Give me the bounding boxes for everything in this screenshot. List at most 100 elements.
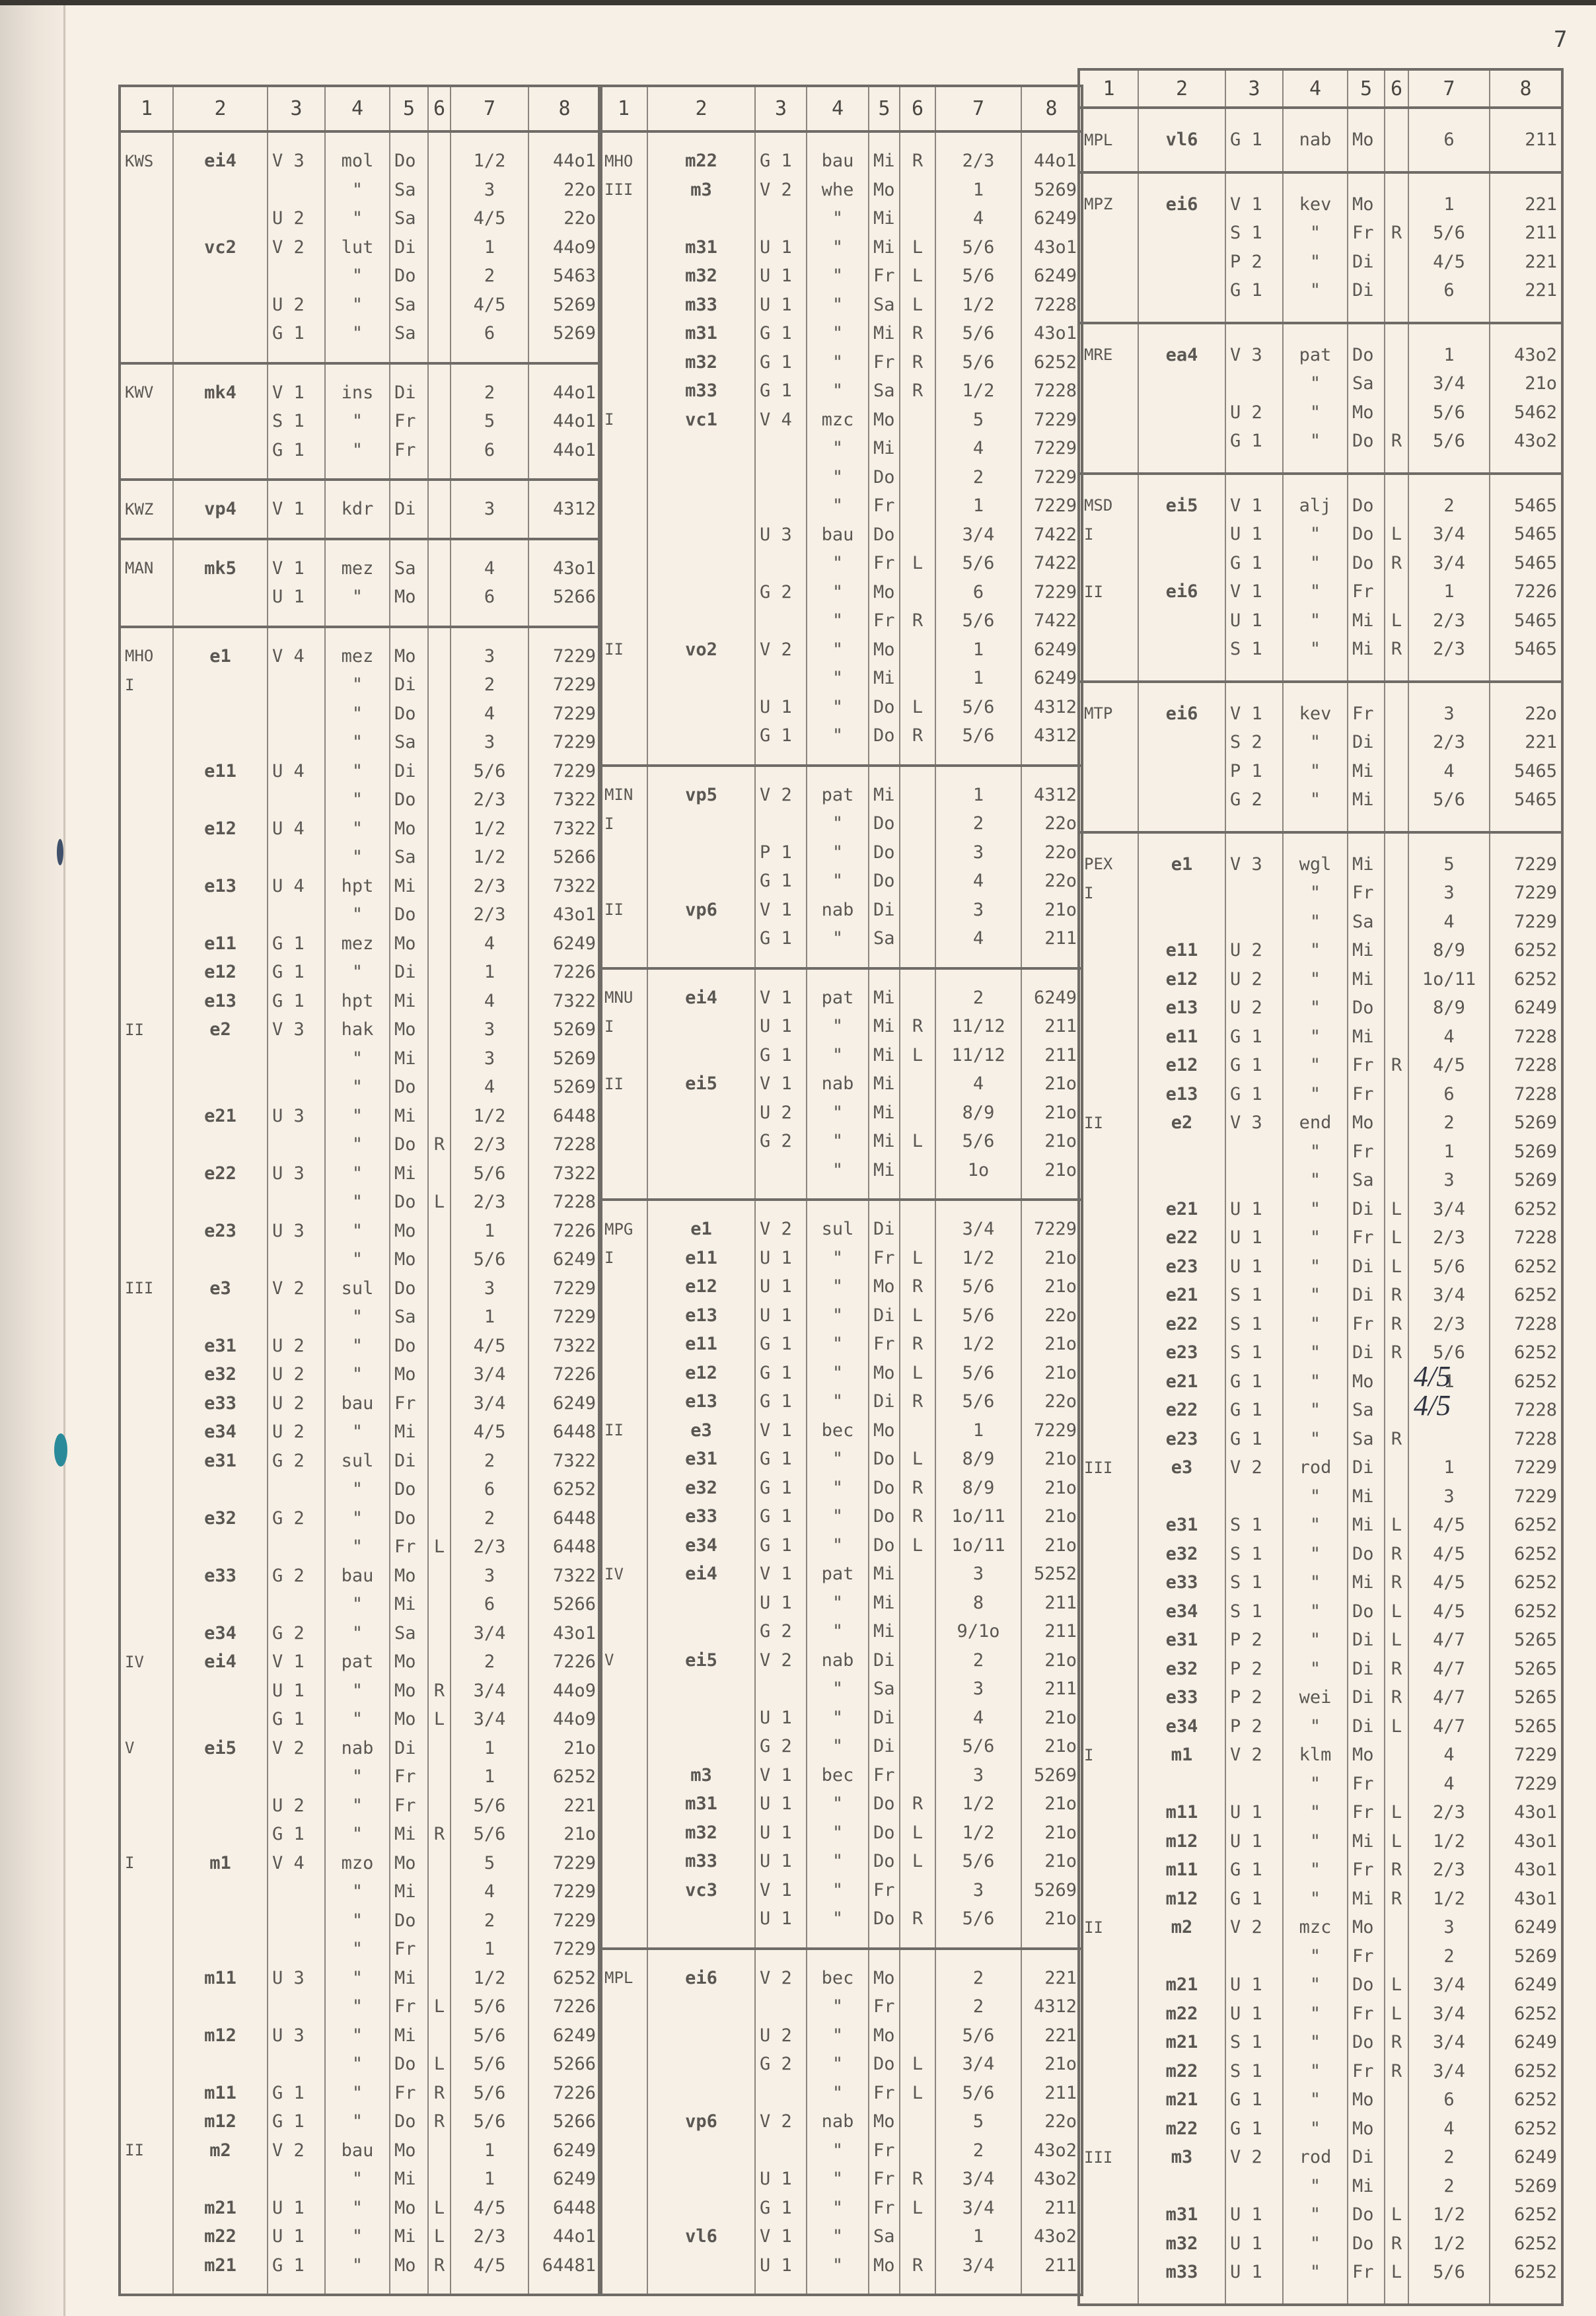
- table-section: MIN vp5 V 2 pat Mi 1 4312 I " Do 2 22o P 1 " Do 3 22o G 1…: [600, 764, 1081, 967]
- cell-col-3: G 1: [268, 1820, 326, 1849]
- cell-col-8: 5269: [552, 1019, 596, 1040]
- cell-col-3: U 1: [268, 2222, 326, 2251]
- cell-col-6: L: [429, 1992, 451, 2021]
- table-row: e13 G 1 hpt Mi 4 7322: [121, 986, 600, 1015]
- cell-col-4: ": [1284, 1769, 1348, 1798]
- cell-col-6: R: [1385, 1683, 1409, 1712]
- cell-col-3: P 2: [1226, 247, 1284, 276]
- cell-col-2: m32: [648, 347, 756, 377]
- table-row: MPG e1 V 2 sul Di 3/4 7229: [600, 1215, 1081, 1244]
- cell-col-2: e12: [1139, 1051, 1226, 1080]
- cell-col-1: [600, 2222, 648, 2251]
- cell-col-4: ": [326, 583, 390, 612]
- cell-col-8: 43o2: [1513, 344, 1557, 365]
- cell-col-1: [121, 929, 174, 958]
- cell-col-5: Mo: [1348, 398, 1385, 427]
- cell-col-1: [1080, 907, 1139, 936]
- cell-col-6: [900, 204, 936, 233]
- cell-col-2: [174, 1303, 268, 1332]
- cell-col-3: P 2: [1226, 1654, 1284, 1683]
- cell-col-8: 7228: [1513, 1026, 1557, 1047]
- cell-col-6: [900, 1155, 936, 1184]
- cell-col-5: Do: [869, 462, 900, 491]
- cell-col-6: [900, 1646, 936, 1675]
- cell-col-3: [1226, 1769, 1284, 1798]
- cell-col-8: 6249: [1033, 639, 1077, 660]
- cell-col-5: Fr: [390, 1533, 429, 1562]
- column-divider: [1021, 969, 1022, 1198]
- cell-col-2: e3: [648, 1416, 756, 1445]
- cell-col-8: 7422: [1033, 610, 1077, 632]
- cell-col-6: [1385, 1166, 1409, 1195]
- table-row: II ei5 V 1 nab Mi 4 21o: [600, 1069, 1081, 1099]
- cell-col-1: [121, 1044, 174, 1073]
- cell-col-1: [121, 814, 174, 843]
- column-divider: [868, 1949, 869, 2294]
- cell-col-1: MPL: [600, 1963, 648, 1992]
- cell-col-4: ": [1284, 2085, 1348, 2115]
- cell-col-2: m1: [174, 1848, 268, 1877]
- cell-col-3: G 1: [1226, 1051, 1284, 1080]
- cell-col-3: V 2: [268, 233, 326, 262]
- cell-col-3: G 1: [268, 319, 326, 348]
- cell-col-5: Fr: [1348, 2258, 1385, 2287]
- cell-col-5: Do: [1348, 548, 1385, 577]
- cell-col-6: [429, 756, 451, 785]
- cell-col-3: U 1: [756, 290, 807, 319]
- cell-col-4: ": [326, 1245, 390, 1274]
- cell-col-3: V 1: [756, 1760, 807, 1790]
- cell-col-1: [600, 2107, 648, 2136]
- column-divider: [1408, 173, 1409, 322]
- cell-col-6: R: [1385, 635, 1409, 664]
- cell-col-1: MRE: [1080, 340, 1139, 369]
- cell-col-5: Mo: [390, 2136, 429, 2165]
- cell-col-5: Fr: [869, 1243, 900, 1272]
- cell-col-1: [1080, 1396, 1139, 1425]
- cell-col-7: 3: [1409, 1913, 1490, 1942]
- cell-col-2: e11: [174, 756, 268, 785]
- cell-col-8: 7322: [552, 1450, 596, 1471]
- cell-col-2: [174, 204, 268, 233]
- cell-col-5: Mi: [1348, 756, 1385, 785]
- cell-col-8: 21o: [1044, 1793, 1077, 1815]
- cell-col-3: V 1: [268, 1647, 326, 1677]
- table-row: e33 G 2 bau Mo 3 7322: [121, 1561, 600, 1590]
- page-binding-edge: [0, 0, 66, 2316]
- column-divider: [450, 364, 451, 478]
- cell-col-6: [429, 1791, 451, 1820]
- table-row: m22 S 1 " Fr R 3/4 6252: [1080, 2056, 1561, 2085]
- cell-col-7: 5/6: [451, 2078, 529, 2107]
- cell-col-2: e22: [1139, 1309, 1226, 1338]
- cell-col-2: e11: [648, 1243, 756, 1272]
- cell-col-7: 3: [936, 838, 1022, 867]
- cell-col-6: [1385, 126, 1409, 155]
- cell-col-5: Di: [1348, 1683, 1385, 1712]
- cell-col-1: [600, 2136, 648, 2165]
- cell-col-1: [1080, 994, 1139, 1023]
- cell-col-7: 9/1o: [936, 1617, 1022, 1646]
- table-row: e13 U 2 " Do 8/9 6249: [1080, 994, 1561, 1023]
- cell-col-5: Do: [1348, 994, 1385, 1023]
- cell-col-5: Do: [390, 262, 429, 291]
- cell-col-1: [121, 1073, 174, 1102]
- cell-col-1: [1080, 398, 1139, 427]
- cell-col-6: L: [900, 549, 936, 578]
- cell-col-5: Mi: [869, 1127, 900, 1156]
- cell-col-3: V 2: [756, 1646, 807, 1675]
- cell-col-8: 221: [1525, 194, 1557, 215]
- cell-col-3: V 1: [756, 895, 807, 924]
- cell-col-6: L: [900, 1358, 936, 1387]
- cell-col-8: 5265: [1513, 1658, 1557, 1679]
- cell-col-6: R: [429, 1676, 451, 1705]
- cell-col-6: [429, 1935, 451, 1964]
- column-divider: [1408, 474, 1409, 680]
- cell-col-5: Mi: [1348, 606, 1385, 635]
- cell-col-5: Do: [1348, 340, 1385, 369]
- cell-col-3: [1226, 1482, 1284, 1511]
- cell-col-8: 5269: [552, 323, 596, 344]
- cell-col-2: m11: [174, 2078, 268, 2107]
- cell-col-1: [600, 1040, 648, 1069]
- cell-col-3: V 1: [268, 495, 326, 524]
- cell-col-4: ": [326, 1618, 390, 1647]
